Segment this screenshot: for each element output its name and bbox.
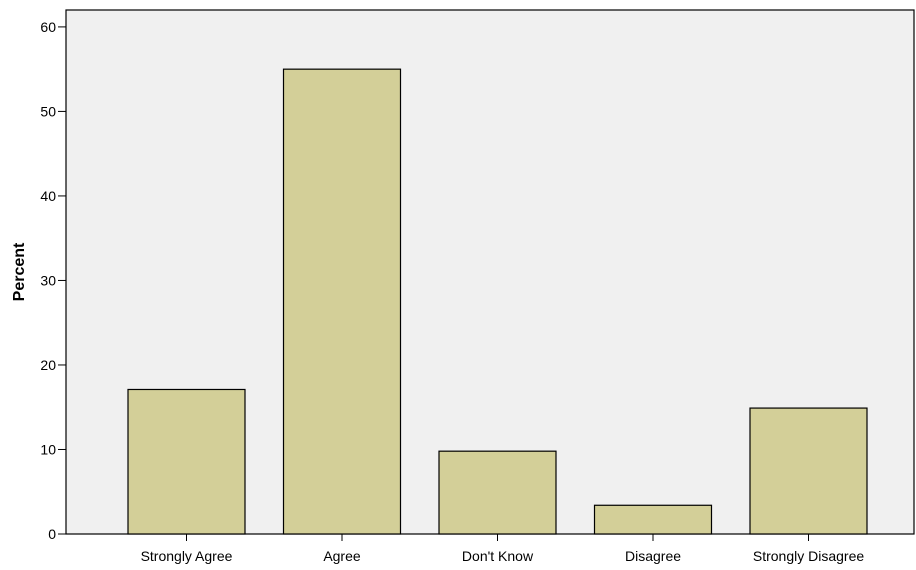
bar [127, 388, 246, 535]
x-tick-label: Disagree [625, 548, 681, 564]
bar [438, 450, 557, 535]
y-tick-label: 20 [40, 357, 56, 373]
bar [749, 407, 868, 535]
x-axis: Strongly Agree Agree Don't Know Disagree Str… [141, 534, 864, 564]
y-axis-title: Percent [11, 242, 28, 301]
y-tick-label: 40 [40, 188, 56, 204]
x-tick-label: Strongly Disagree [753, 548, 864, 564]
y-tick-label: 30 [40, 272, 56, 288]
y-tick-label: 60 [40, 19, 56, 35]
y-axis: 0 10 20 30 40 50 60 [40, 19, 66, 542]
y-tick-label: 50 [40, 103, 56, 119]
y-tick-label: 10 [40, 441, 56, 457]
y-tick-label: 0 [48, 526, 56, 542]
bar [593, 504, 713, 535]
bars-group [127, 68, 868, 535]
bar [282, 68, 402, 535]
x-tick-label: Agree [323, 548, 361, 564]
x-tick-label: Strongly Agree [141, 548, 233, 564]
x-tick-label: Don't Know [462, 548, 534, 564]
